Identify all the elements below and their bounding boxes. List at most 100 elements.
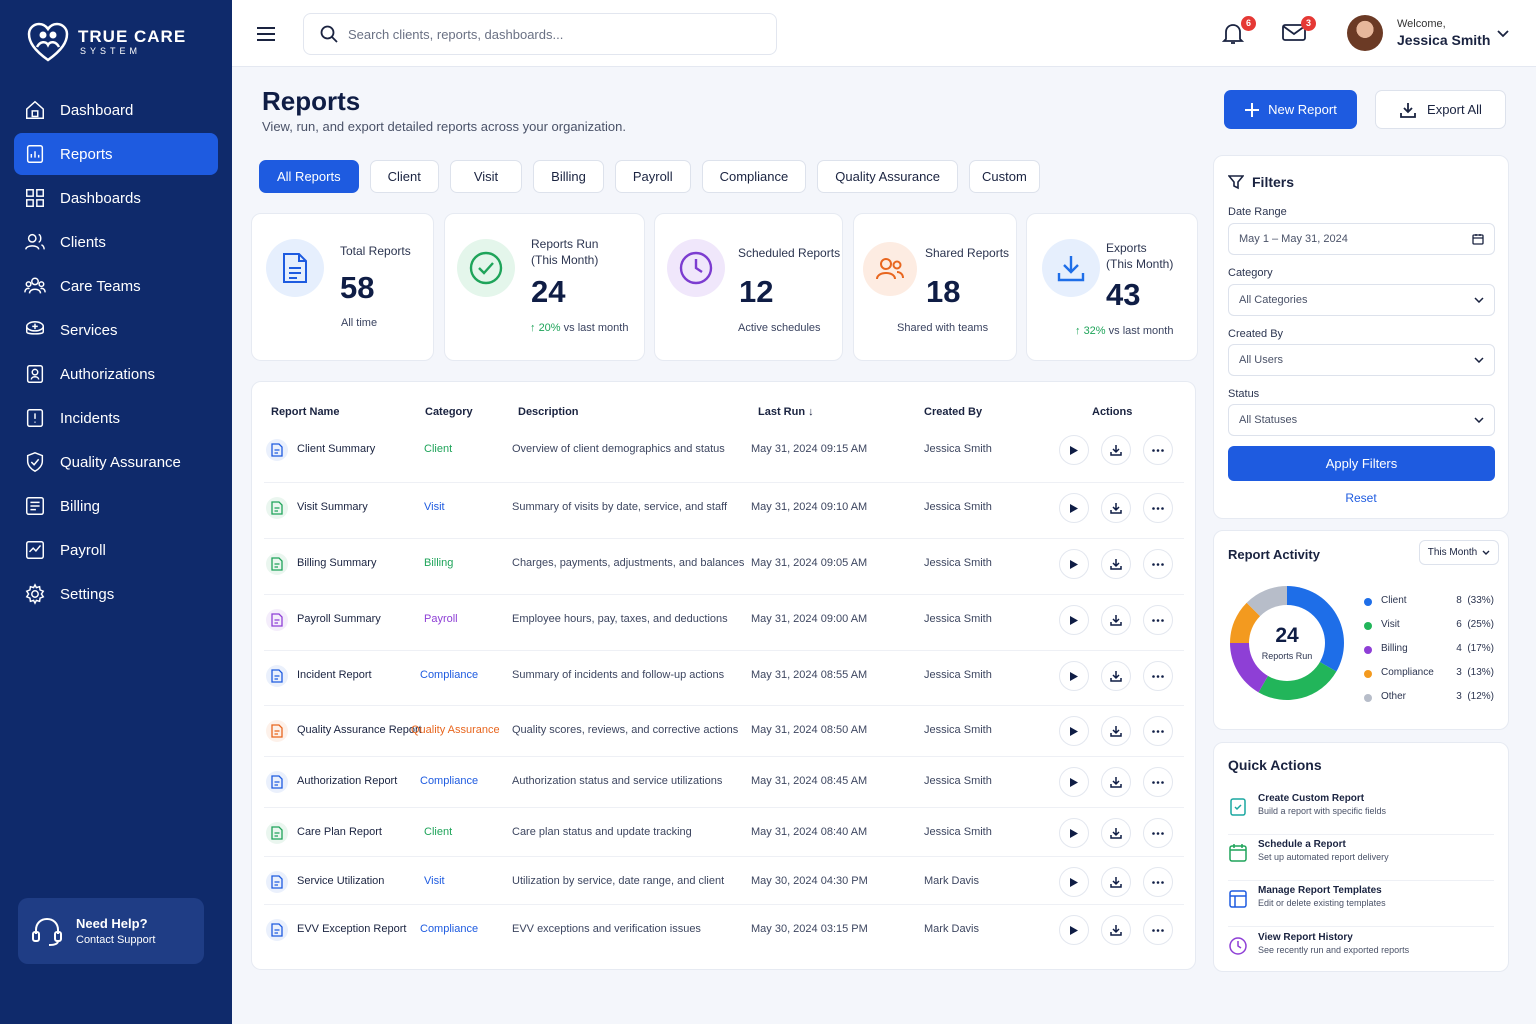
report-name[interactable]: EVV Exception Report: [297, 923, 407, 935]
search-bar[interactable]: [303, 13, 777, 55]
chevron-down-icon[interactable]: [1497, 30, 1509, 38]
table-row[interactable]: EVV Exception Report Compliance EVV except…: [264, 905, 1184, 955]
download-report-button[interactable]: [1101, 716, 1131, 746]
notifications-button[interactable]: 6: [1221, 16, 1256, 46]
download-report-button[interactable]: [1101, 767, 1131, 797]
column-header-category[interactable]: Category: [425, 406, 473, 418]
column-header-report-name[interactable]: Report Name: [271, 406, 340, 418]
more-options-button[interactable]: [1143, 915, 1173, 945]
tab-billing[interactable]: Billing: [533, 160, 604, 193]
more-options-button[interactable]: [1143, 605, 1173, 635]
report-name[interactable]: Service Utilization: [297, 875, 385, 887]
more-options-button[interactable]: [1143, 818, 1173, 848]
more-options-button[interactable]: [1143, 435, 1173, 465]
more-options-button[interactable]: [1143, 661, 1173, 691]
sidebar-item-incidents[interactable]: Incidents: [14, 397, 218, 439]
download-report-button[interactable]: [1101, 818, 1131, 848]
run-report-button[interactable]: [1059, 867, 1089, 897]
more-options-button[interactable]: [1143, 716, 1173, 746]
export-all-button[interactable]: Export All: [1375, 90, 1506, 129]
user-greeting[interactable]: Welcome, Jessica Smith: [1397, 18, 1490, 48]
date-range-field[interactable]: May 1 – May 31, 2024: [1228, 223, 1495, 255]
report-name[interactable]: Authorization Report: [297, 775, 398, 787]
more-options-button[interactable]: [1143, 767, 1173, 797]
table-row[interactable]: Incident Report Compliance Summary of inci…: [264, 651, 1184, 706]
report-name[interactable]: Billing Summary: [297, 557, 377, 569]
report-name[interactable]: Care Plan Report: [297, 826, 382, 838]
table-row[interactable]: Quality Assurance Report Quality Assuranc…: [264, 706, 1184, 757]
period-select[interactable]: This Month: [1419, 540, 1499, 565]
logo[interactable]: TRUE CARE SYSTEM: [26, 20, 186, 64]
run-report-button[interactable]: [1059, 493, 1089, 523]
report-name[interactable]: Quality Assurance Report: [297, 724, 422, 736]
download-report-button[interactable]: [1101, 605, 1131, 635]
more-options-button[interactable]: [1143, 867, 1173, 897]
run-report-button[interactable]: [1059, 435, 1089, 465]
download-report-button[interactable]: [1101, 549, 1131, 579]
sidebar-item-services[interactable]: Services: [14, 309, 218, 351]
tab-custom[interactable]: Custom: [969, 160, 1040, 193]
download-report-button[interactable]: [1101, 867, 1131, 897]
download-report-button[interactable]: [1101, 915, 1131, 945]
report-name[interactable]: Visit Summary: [297, 501, 368, 513]
menu-icon[interactable]: [256, 24, 276, 44]
report-name[interactable]: Incident Report: [297, 669, 372, 681]
stat-card-scheduled-reports[interactable]: Scheduled Reports 12 Active schedules: [654, 213, 843, 361]
run-report-button[interactable]: [1059, 661, 1089, 691]
stat-card-total-reports[interactable]: Total Reports 58 All time: [251, 213, 434, 361]
report-name[interactable]: Payroll Summary: [297, 613, 381, 625]
table-row[interactable]: Payroll Summary Payroll Employee hours, pa…: [264, 595, 1184, 651]
more-options-button[interactable]: [1143, 493, 1173, 523]
stat-card-exports[interactable]: Exports (This Month) 43 ↑ 32% vs last mo…: [1026, 213, 1198, 361]
help-card[interactable]: Need Help? Contact Support: [18, 898, 204, 964]
download-report-button[interactable]: [1101, 493, 1131, 523]
avatar[interactable]: [1347, 15, 1383, 51]
quick-action-item[interactable]: Schedule a Report Set up automated report…: [1228, 837, 1494, 881]
table-row[interactable]: Care Plan Report Client Care plan status a…: [264, 808, 1184, 857]
sidebar-item-authorizations[interactable]: Authorizations: [14, 353, 218, 395]
column-header-created-by[interactable]: Created By: [924, 406, 983, 418]
sidebar-item-billing[interactable]: Billing: [14, 485, 218, 527]
sidebar-item-quality-assurance[interactable]: Quality Assurance: [14, 441, 218, 483]
tab-quality-assurance[interactable]: Quality Assurance: [817, 160, 959, 193]
quick-action-item[interactable]: View Report History See recently run and …: [1228, 930, 1494, 974]
new-report-button[interactable]: New Report: [1224, 90, 1357, 129]
tab-all-reports[interactable]: All Reports: [259, 160, 359, 193]
sidebar-item-clients[interactable]: Clients: [14, 221, 218, 263]
sidebar-item-reports[interactable]: Reports: [14, 133, 218, 175]
column-header-last-run[interactable]: Last Run ↓: [758, 406, 814, 418]
run-report-button[interactable]: [1059, 818, 1089, 848]
sidebar-item-payroll[interactable]: Payroll: [14, 529, 218, 571]
report-name[interactable]: Client Summary: [297, 443, 376, 455]
apply-filters-button[interactable]: Apply Filters: [1228, 446, 1495, 481]
tab-visit[interactable]: Visit: [449, 160, 523, 193]
stat-card-shared-reports[interactable]: Shared Reports 18 Shared with teams: [853, 213, 1017, 361]
category-select[interactable]: All Categories: [1228, 284, 1495, 316]
run-report-button[interactable]: [1059, 767, 1089, 797]
table-row[interactable]: Visit Summary Visit Summary of visits by d…: [264, 483, 1184, 539]
sidebar-item-care-teams[interactable]: Care Teams: [14, 265, 218, 307]
help-subtitle[interactable]: Contact Support: [76, 934, 156, 946]
search-input[interactable]: [348, 26, 748, 42]
download-report-button[interactable]: [1101, 435, 1131, 465]
tab-client[interactable]: Client: [369, 160, 439, 193]
stat-card-reports-run[interactable]: Reports Run (This Month) 24 ↑ 20% vs las…: [444, 213, 645, 361]
table-row[interactable]: Client Summary Client Overview of client d…: [264, 425, 1184, 483]
run-report-button[interactable]: [1059, 605, 1089, 635]
sidebar-item-settings[interactable]: Settings: [14, 573, 218, 615]
created-by-select[interactable]: All Users: [1228, 344, 1495, 376]
reset-link[interactable]: Reset: [1345, 491, 1377, 505]
column-header-description[interactable]: Description: [518, 406, 579, 418]
tab-payroll[interactable]: Payroll: [614, 160, 691, 193]
table-row[interactable]: Authorization Report Compliance Authorizat…: [264, 757, 1184, 808]
run-report-button[interactable]: [1059, 716, 1089, 746]
download-report-button[interactable]: [1101, 661, 1131, 691]
status-select[interactable]: All Statuses: [1228, 404, 1495, 436]
tab-compliance[interactable]: Compliance: [701, 160, 807, 193]
sidebar-item-dashboards[interactable]: Dashboards: [14, 177, 218, 219]
table-row[interactable]: Billing Summary Billing Charges, payments,…: [264, 539, 1184, 595]
quick-action-item[interactable]: Create Custom Report Build a report with …: [1228, 791, 1494, 835]
quick-action-item[interactable]: Manage Report Templates Edit or delete ex…: [1228, 883, 1494, 927]
sidebar-item-dashboard[interactable]: Dashboard: [14, 89, 218, 131]
run-report-button[interactable]: [1059, 549, 1089, 579]
